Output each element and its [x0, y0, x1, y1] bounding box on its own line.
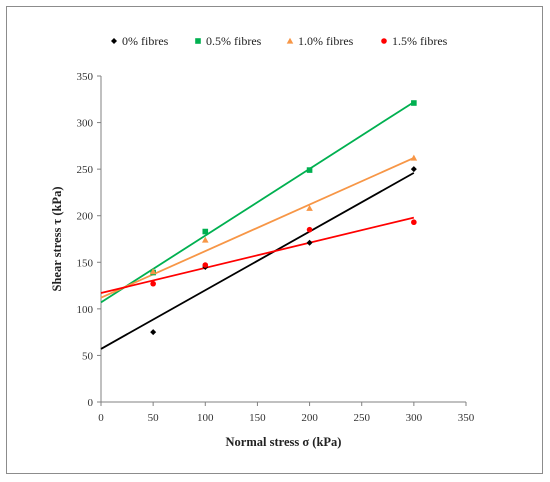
y-tick-label: 250 [77, 164, 94, 176]
data-point-2 [201, 236, 209, 243]
legend-marker-1 [195, 38, 201, 44]
x-tick-label: 0 [98, 412, 104, 424]
data-point-0 [150, 329, 157, 336]
y-tick-label: 350 [77, 71, 94, 83]
chart-frame [6, 6, 543, 474]
data-point-1 [202, 228, 209, 235]
x-axis-label: Normal stress σ (kPa) [226, 435, 342, 449]
x-tick-label: 200 [301, 412, 318, 424]
x-tick-label: 100 [197, 412, 214, 424]
data-point-0 [306, 239, 313, 246]
legend-label-3: 1.5% fibres [392, 34, 448, 48]
y-tick-label: 150 [77, 257, 94, 269]
data-point-2 [306, 204, 313, 211]
data-point-3 [306, 226, 313, 233]
axes: 0 50 100 150 200 250 300 350 0 50 100 150 200 250 300 3… [77, 71, 475, 424]
trendlines [100, 101, 415, 350]
y-tick-label: 50 [82, 350, 94, 362]
data-point-2 [410, 154, 418, 161]
legend-marker-3 [381, 38, 387, 44]
data-point-1 [306, 167, 313, 173]
data-point-0 [410, 166, 417, 173]
data-point-3 [150, 280, 156, 287]
legend-label-1: 0.5% fibres [206, 34, 262, 48]
y-axis-label: Shear stress τ (kPa) [50, 187, 64, 292]
y-tick-label: 200 [77, 211, 94, 223]
x-tick-label: 150 [249, 412, 266, 424]
y-tick-label: 0 [88, 397, 94, 409]
x-tick-label: 350 [458, 412, 475, 424]
legend: 0% fibres 0.5% fibres 1.0% fibres 1.5% fibr… [111, 34, 448, 48]
trendline-2 [100, 157, 415, 299]
data-point-3 [411, 219, 417, 226]
y-tick-label: 100 [77, 304, 94, 316]
trendline-0 [100, 172, 415, 350]
trendline-1 [100, 101, 415, 304]
x-tick-label: 250 [353, 412, 370, 424]
legend-label-0: 0% fibres [122, 34, 169, 48]
legend-marker-2 [286, 37, 294, 44]
data-points [149, 100, 418, 336]
data-point-1 [411, 100, 417, 106]
data-point-3 [202, 262, 209, 268]
x-tick-label: 50 [148, 412, 160, 424]
y-tick-label: 300 [77, 118, 94, 130]
data-point-2 [149, 268, 157, 275]
x-tick-label: 300 [406, 412, 423, 424]
legend-label-2: 1.0% fibres [298, 34, 354, 48]
legend-marker-0 [111, 38, 117, 44]
trendline-3 [100, 216, 415, 294]
